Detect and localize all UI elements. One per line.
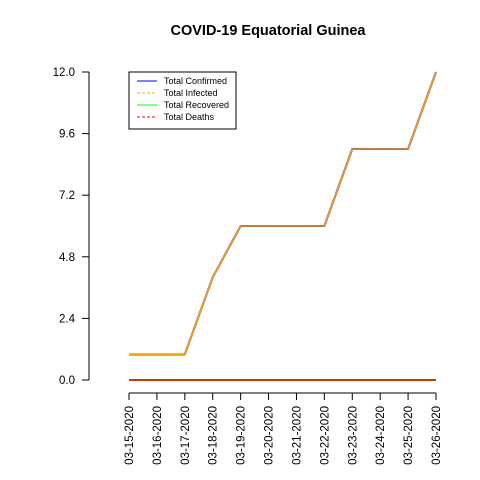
y-axis: 0.0 2.4 4.8 7.2 9.6 12.0 xyxy=(53,67,90,387)
y-tick-label: 0.0 xyxy=(59,375,75,387)
legend-label: Total Confirmed xyxy=(164,76,227,86)
series-line-total-infected xyxy=(129,71,437,356)
x-tick-label: 03-21-2020 xyxy=(291,406,303,465)
x-tick-label: 03-24-2020 xyxy=(375,406,387,465)
x-tick-label: 03-17-2020 xyxy=(180,406,192,465)
y-tick-label: 7.2 xyxy=(59,190,75,202)
legend-label: Total Deaths xyxy=(164,112,215,122)
legend-label: Total Recovered xyxy=(164,100,229,110)
x-tick-label: 03-26-2020 xyxy=(431,406,443,465)
legend-label: Total Infected xyxy=(164,88,218,98)
y-tick-label: 2.4 xyxy=(59,313,76,325)
series-layer xyxy=(129,71,437,381)
x-tick-label: 03-16-2020 xyxy=(152,406,164,465)
x-tick-label: 03-19-2020 xyxy=(236,406,248,465)
y-tick-label: 12.0 xyxy=(53,67,75,79)
x-tick-label: 03-22-2020 xyxy=(319,406,331,465)
x-tick-label: 03-18-2020 xyxy=(208,406,220,465)
x-axis: 03-15-2020 03-16-2020 03-17-2020 03-18-2020… xyxy=(124,392,443,465)
x-tick-label: 03-25-2020 xyxy=(403,406,415,465)
x-tick-label: 03-23-2020 xyxy=(347,406,359,465)
legend: Total Confirmed Total Infected Total Recov… xyxy=(128,71,237,130)
y-tick-label: 9.6 xyxy=(59,129,75,141)
chart-title: COVID-19 Equatorial Guinea xyxy=(171,23,367,39)
x-tick-label: 03-20-2020 xyxy=(264,406,276,465)
x-tick-label: 03-15-2020 xyxy=(124,406,136,465)
y-tick-label: 4.8 xyxy=(59,252,75,264)
